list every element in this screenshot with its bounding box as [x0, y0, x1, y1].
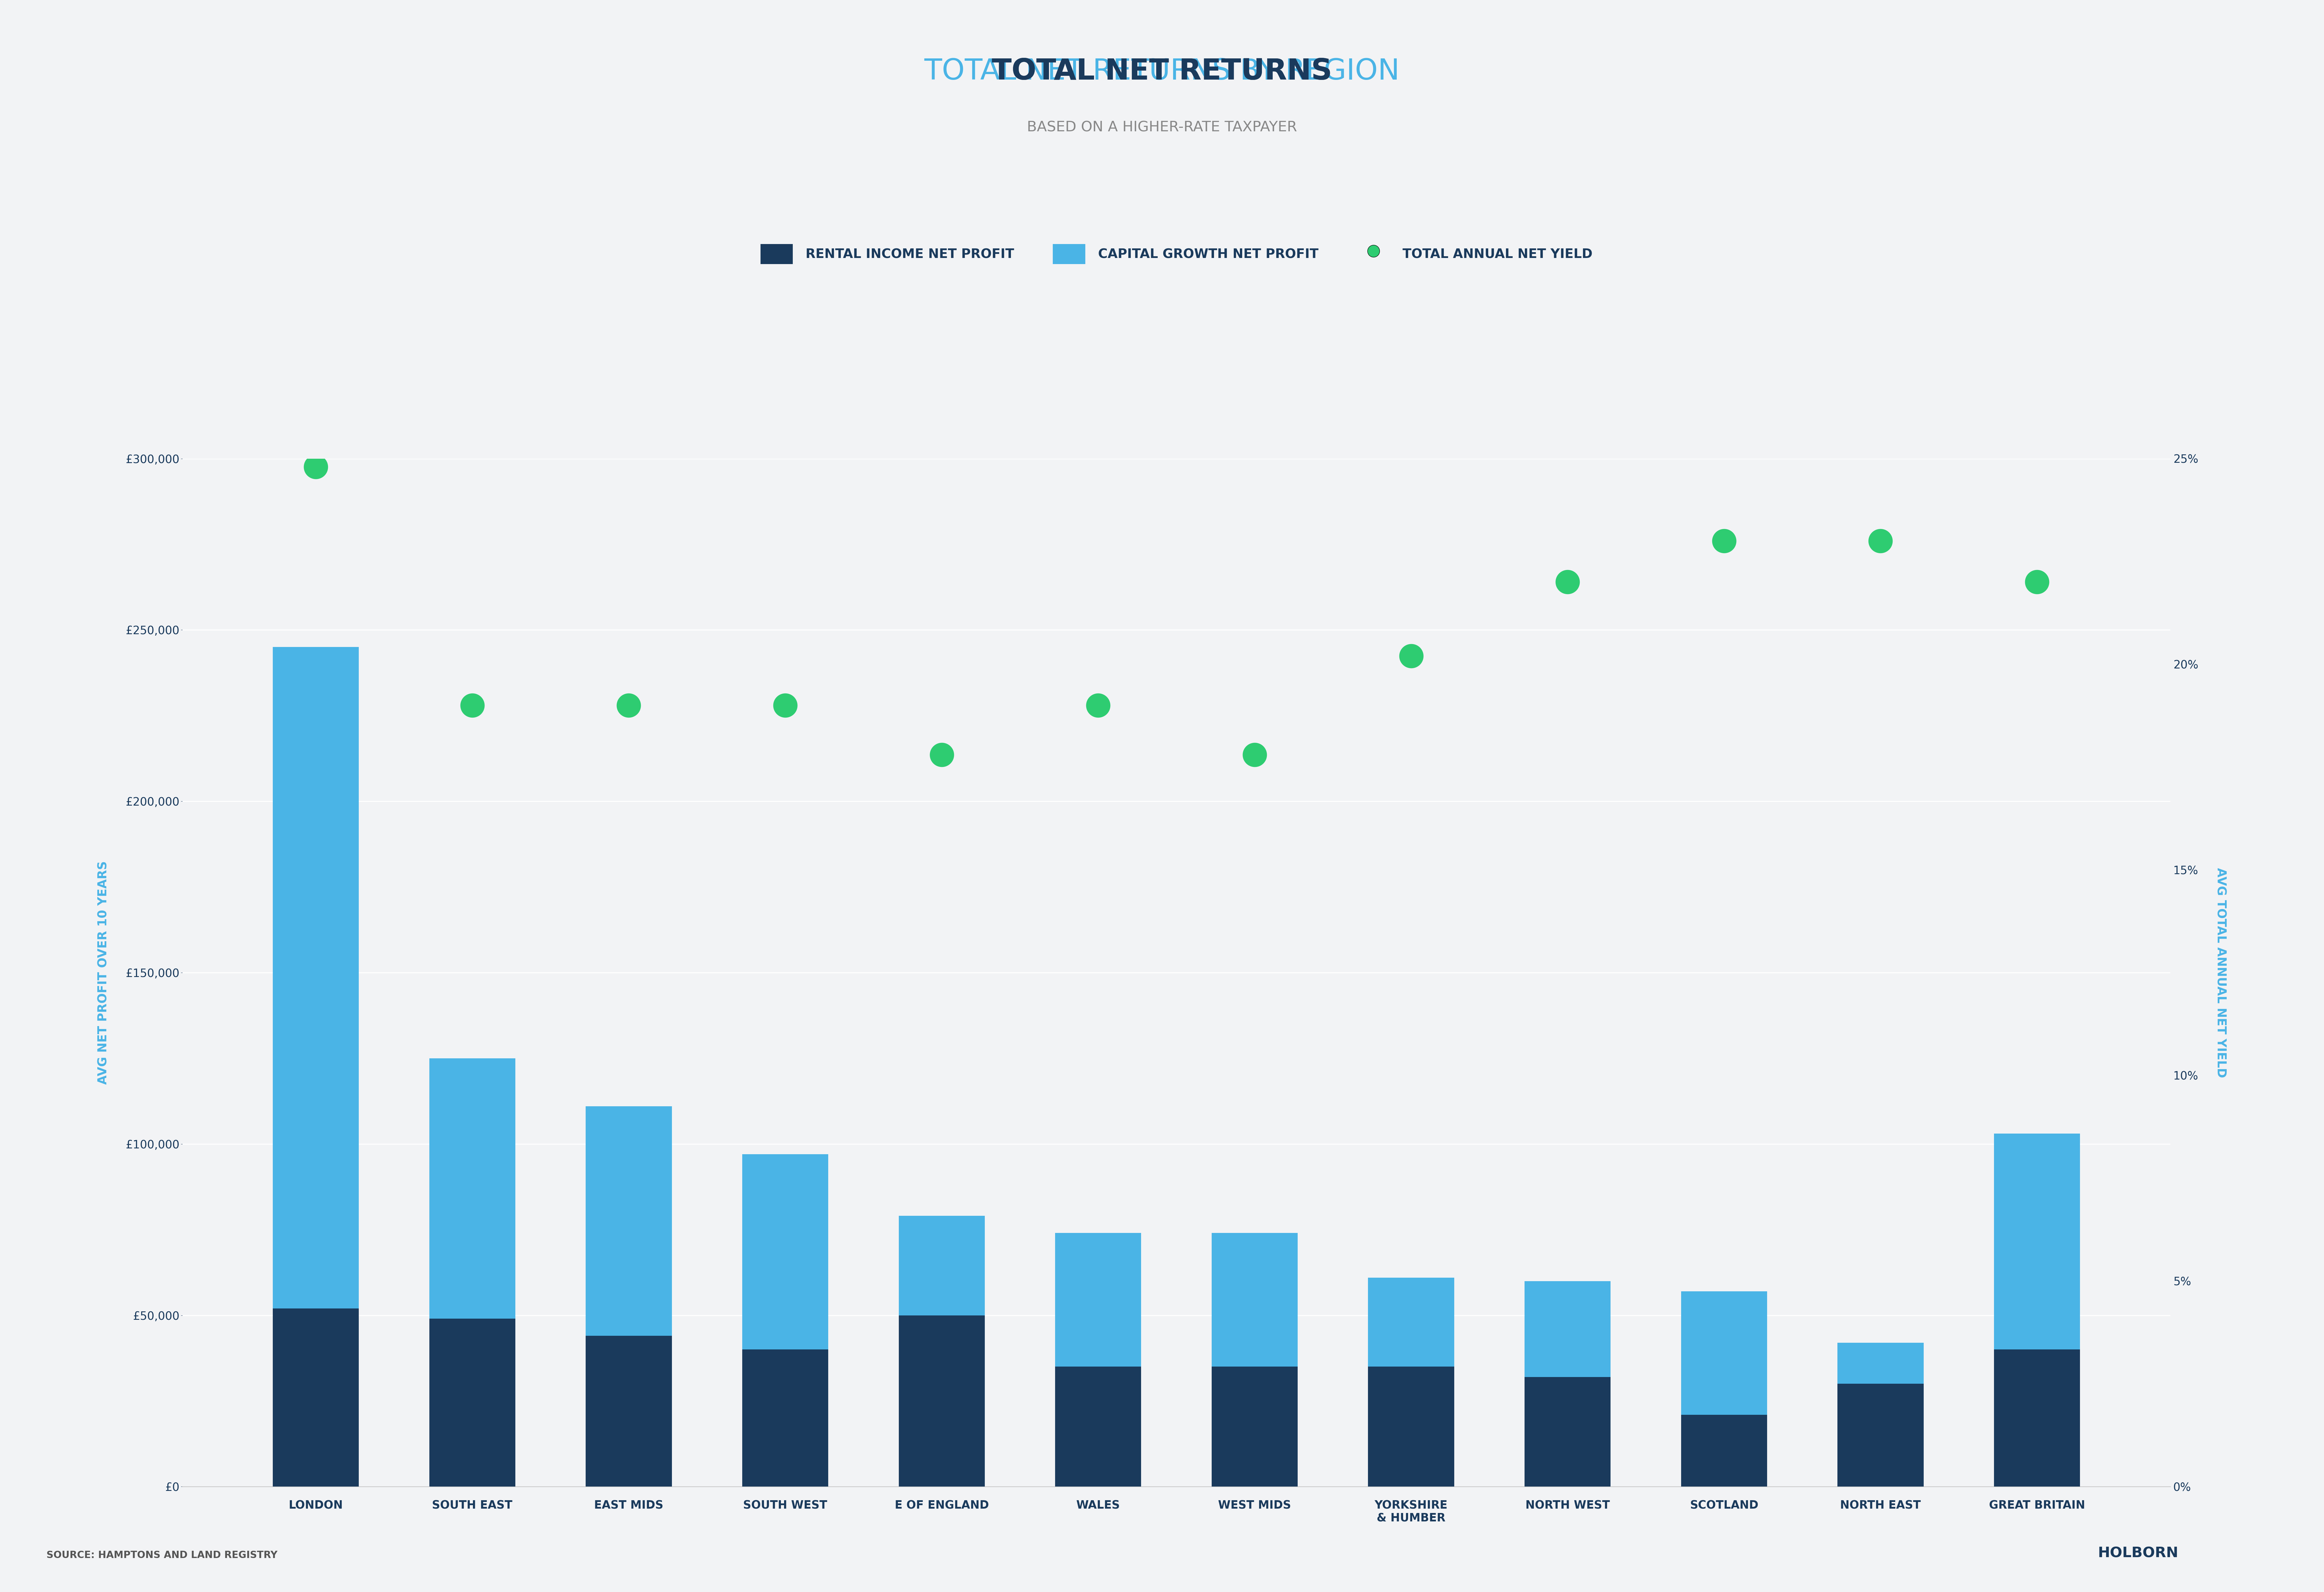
Legend: RENTAL INCOME NET PROFIT, CAPITAL GROWTH NET PROFIT, TOTAL ANNUAL NET YIELD: RENTAL INCOME NET PROFIT, CAPITAL GROWTH…: [755, 239, 1597, 269]
Bar: [1525, 1377, 1611, 1487]
Bar: [430, 1059, 516, 1318]
Bar: [1211, 1366, 1297, 1487]
Point: [297, 454, 335, 479]
Bar: [1838, 1383, 1924, 1487]
Bar: [1680, 1291, 1766, 1415]
Point: [1706, 529, 1743, 554]
Bar: [272, 646, 358, 1309]
Y-axis label: AVG TOTAL ANNUAL NET YIELD: AVG TOTAL ANNUAL NET YIELD: [2215, 868, 2226, 1078]
Point: [923, 742, 960, 767]
Text: TOTAL NET RETURNS BY REGION: TOTAL NET RETURNS BY REGION: [925, 57, 1399, 86]
Bar: [1838, 1342, 1924, 1383]
Bar: [899, 1216, 985, 1315]
Bar: [430, 1318, 516, 1487]
Bar: [1369, 1366, 1455, 1487]
Text: SOURCE: HAMPTONS AND LAND REGISTRY: SOURCE: HAMPTONS AND LAND REGISTRY: [46, 1551, 277, 1560]
Point: [2020, 570, 2057, 595]
Y-axis label: AVG NET PROFIT OVER 10 YEARS: AVG NET PROFIT OVER 10 YEARS: [98, 861, 109, 1084]
Bar: [1994, 1134, 2080, 1350]
Text: TOTAL NET RETURNS: TOTAL NET RETURNS: [992, 57, 1332, 86]
Bar: [741, 1350, 827, 1487]
Bar: [1055, 1366, 1141, 1487]
Bar: [272, 1309, 358, 1487]
Point: [453, 693, 490, 718]
Point: [1550, 570, 1587, 595]
Bar: [899, 1315, 985, 1487]
Bar: [1525, 1282, 1611, 1377]
Point: [611, 693, 648, 718]
Text: HOLBORN: HOLBORN: [2099, 1546, 2178, 1560]
Bar: [1994, 1350, 2080, 1487]
Bar: [586, 1106, 672, 1336]
Bar: [1680, 1415, 1766, 1487]
Point: [1392, 643, 1429, 669]
Point: [1862, 529, 1899, 554]
Point: [767, 693, 804, 718]
Text: TOTAL NET RETURNS: TOTAL NET RETURNS: [992, 57, 1332, 86]
Bar: [586, 1336, 672, 1487]
Point: [1081, 693, 1118, 718]
Bar: [1369, 1278, 1455, 1366]
Text: BASED ON A HIGHER-RATE TAXPAYER: BASED ON A HIGHER-RATE TAXPAYER: [1027, 121, 1297, 134]
Bar: [1211, 1234, 1297, 1366]
Point: [1236, 742, 1274, 767]
Bar: [741, 1154, 827, 1350]
Bar: [1055, 1234, 1141, 1366]
